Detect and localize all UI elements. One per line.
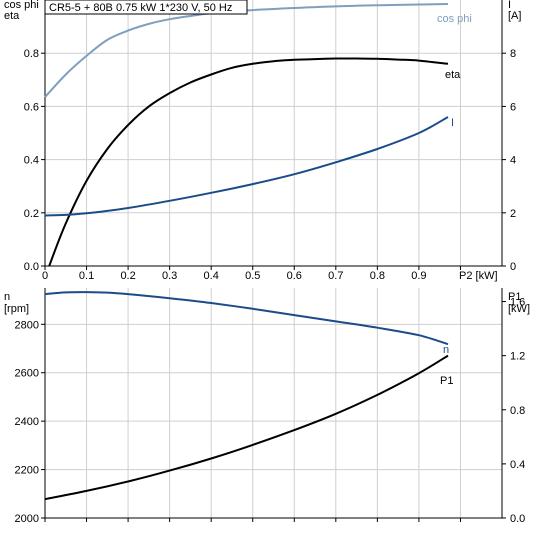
right-axis-tick-label: 1.2 [510, 351, 525, 363]
chart-title: CR5-5 + 80B 0.75 kW 1*230 V, 50 Hz [49, 2, 232, 14]
x-axis-tick-label: 0.2 [120, 270, 135, 282]
right-axis-label-bottom: [A] [508, 10, 521, 22]
right-axis-tick-label: 0.4 [510, 459, 525, 471]
left-axis-label-top: n [4, 291, 10, 303]
series-label-n: n [443, 344, 449, 356]
left-axis-tick-label: 0.4 [24, 155, 39, 167]
left-axis-tick-label: 2200 [15, 465, 39, 477]
right-axis-tick-label: 4 [510, 155, 516, 167]
right-axis-tick-label: 6 [510, 101, 516, 113]
x-axis-label: P2 [kW] [459, 270, 498, 282]
right-axis-tick-label: 2 [510, 208, 516, 220]
right-axis-tick-label: 0.0 [510, 513, 525, 525]
series-label-cos-phi: cos phi [437, 13, 472, 25]
x-axis-tick-label: 0.8 [370, 270, 385, 282]
series-line-i [44, 116, 449, 217]
right-axis-tick-label: 1.6 [510, 297, 525, 309]
title-box: CR5-5 + 80B 0.75 kW 1*230 V, 50 Hz [44, 0, 248, 15]
left-axis-tick-label: 0.0 [24, 261, 39, 273]
series-line-eta [48, 57, 449, 267]
series-line-cos-phi [44, 3, 449, 98]
x-axis-tick-label: 0.9 [411, 270, 426, 282]
left-axis-tick-label: 2800 [15, 319, 39, 331]
left-axis-label-bottom: [rpm] [4, 303, 29, 315]
series-label-i: I [451, 117, 454, 129]
series-label-eta: eta [445, 69, 461, 81]
left-axis-tick-label: 2000 [15, 513, 39, 525]
x-axis-tick-label: 0.3 [162, 270, 177, 282]
x-axis-tick-label: 0 [42, 270, 48, 282]
right-axis-label-top: I [508, 0, 511, 11]
right-axis-label-top: P1 [508, 291, 521, 303]
x-axis-tick-label: 0.6 [287, 270, 302, 282]
right-axis-tick-label: 0.8 [510, 405, 525, 417]
left-axis-tick-label: 2600 [15, 368, 39, 380]
x-axis-tick-label: 0.5 [245, 270, 260, 282]
bottom-panel: 200022002400260028000.00.40.81.21.6n[rpm… [4, 288, 530, 525]
x-axis-tick-label: 0.1 [79, 270, 94, 282]
left-axis-tick-label: 2400 [15, 416, 39, 428]
right-axis-tick-label: 0 [510, 261, 516, 273]
top-panel: 0.0 0.2 0.4 0.6 0.8 0 2 4 6 8 0 0.1 0.2 0.3 0.4 0.5 0.6 0… [4, 0, 521, 282]
x-axis-tick-label: 0.7 [328, 270, 343, 282]
right-axis-label-bottom: [kW] [508, 303, 530, 315]
series-line-p1 [44, 354, 449, 501]
left-axis-tick-label: 0.8 [24, 48, 39, 60]
left-axis-label-top: cos phi [4, 0, 39, 11]
series-line-n [44, 291, 449, 346]
x-axis-tick-label: 0.4 [204, 270, 219, 282]
left-axis-tick-label: 0.2 [24, 208, 39, 220]
left-axis-tick-label: 0.6 [24, 101, 39, 113]
left-axis-label-bottom: eta [4, 10, 20, 22]
right-axis-tick-label: 8 [510, 48, 516, 60]
series-label-p1: P1 [440, 375, 453, 387]
